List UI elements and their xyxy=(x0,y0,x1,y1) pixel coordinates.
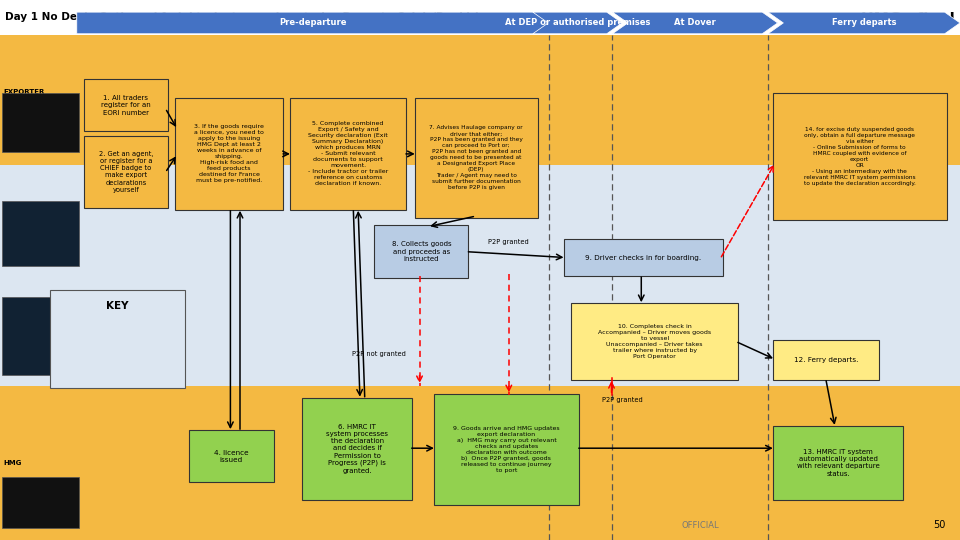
Text: HMG: HMG xyxy=(3,460,21,466)
FancyBboxPatch shape xyxy=(2,201,79,266)
FancyBboxPatch shape xyxy=(0,284,960,386)
Text: 1. All traders
register for an
EORI number: 1. All traders register for an EORI numb… xyxy=(101,95,151,116)
FancyBboxPatch shape xyxy=(0,386,960,540)
FancyBboxPatch shape xyxy=(0,0,960,35)
Text: HMG vfinal: HMG vfinal xyxy=(861,12,955,27)
Text: 10. Completes check in
Accompanied – Driver moves goods
to vessel
Unaccompanied : 10. Completes check in Accompanied – Dri… xyxy=(598,324,711,359)
Polygon shape xyxy=(533,12,622,33)
FancyBboxPatch shape xyxy=(434,394,579,505)
Text: Ferry departs: Ferry departs xyxy=(831,18,897,28)
FancyBboxPatch shape xyxy=(773,340,879,380)
FancyBboxPatch shape xyxy=(84,79,168,131)
FancyBboxPatch shape xyxy=(84,136,168,208)
Text: P2P granted: P2P granted xyxy=(602,397,642,403)
Text: EXPORTER
/APPOINTED
REPRESENTATIV: EXPORTER /APPOINTED REPRESENTATIV xyxy=(3,90,66,110)
Text: OFFICIAL: OFFICIAL xyxy=(682,521,720,530)
Text: HAULAGE
COMPANY: HAULAGE COMPANY xyxy=(3,217,41,231)
Text: 4. licence
issued: 4. licence issued xyxy=(214,450,249,463)
FancyBboxPatch shape xyxy=(0,35,960,165)
Polygon shape xyxy=(768,12,960,33)
Text: KEY: KEY xyxy=(107,301,129,312)
Text: 8. Collects goods
and proceeds as
instructed: 8. Collects goods and proceeds as instru… xyxy=(392,241,451,262)
Polygon shape xyxy=(612,12,778,33)
Polygon shape xyxy=(77,12,549,33)
Text: Pre-departure: Pre-departure xyxy=(279,18,347,28)
Text: Day 1 No Deal - Outbound freight – Juxtaposed controls - Dover to Calais/Dunkirk: Day 1 No Deal - Outbound freight – Juxta… xyxy=(5,12,482,22)
Text: 5. Complete combined
Export / Safety and
Security declaration (Exit
Summary Decl: 5. Complete combined Export / Safety and… xyxy=(308,122,388,186)
Text: PORT / FERRY
OPERATOR: PORT / FERRY OPERATOR xyxy=(3,328,57,342)
FancyBboxPatch shape xyxy=(2,297,79,375)
FancyBboxPatch shape xyxy=(773,426,903,500)
FancyBboxPatch shape xyxy=(374,225,468,278)
Text: 13. HMRC IT system
automatically updated
with relevant departure
status.: 13. HMRC IT system automatically updated… xyxy=(797,449,879,477)
Text: 14. for excise duty suspended goods
only, obtain a full departure message
via ei: 14. for excise duty suspended goods only… xyxy=(804,127,916,186)
Text: 9. Driver checks in for boarding.: 9. Driver checks in for boarding. xyxy=(586,254,701,261)
Text: Additional
Steps
(if required): Additional Steps (if required) xyxy=(106,350,152,381)
Text: 50: 50 xyxy=(933,520,946,530)
FancyBboxPatch shape xyxy=(175,98,283,210)
FancyBboxPatch shape xyxy=(2,477,79,528)
Text: P2P granted: P2P granted xyxy=(489,239,529,245)
Text: 12. Ferry departs.: 12. Ferry departs. xyxy=(794,356,858,363)
FancyBboxPatch shape xyxy=(189,430,274,482)
FancyBboxPatch shape xyxy=(302,398,412,500)
FancyBboxPatch shape xyxy=(773,93,947,220)
FancyBboxPatch shape xyxy=(0,165,960,284)
Text: P2P not granted: P2P not granted xyxy=(352,352,406,357)
Text: 9. Goods arrive and HMG updates
export declaration
a)  HMG may carry out relevan: 9. Goods arrive and HMG updates export d… xyxy=(453,426,560,473)
FancyBboxPatch shape xyxy=(415,98,538,218)
Text: At Dover: At Dover xyxy=(674,18,716,28)
FancyBboxPatch shape xyxy=(50,290,185,388)
Text: Expected
Path: Expected Path xyxy=(106,324,141,344)
Text: 2. Get an agent,
or register for a
CHIEF badge to
make export
declarations
yours: 2. Get an agent, or register for a CHIEF… xyxy=(99,151,153,193)
Text: 6. HMRC IT
system processes
the declaration
and decides if
Permission to
Progres: 6. HMRC IT system processes the declarat… xyxy=(326,424,388,474)
FancyBboxPatch shape xyxy=(564,239,723,276)
FancyBboxPatch shape xyxy=(290,98,406,210)
Text: At DEP or authorised premises: At DEP or authorised premises xyxy=(505,18,650,28)
Text: 3. If the goods require
a licence, you need to
apply to the issuing
HMG Dept at : 3. If the goods require a licence, you n… xyxy=(194,124,264,184)
FancyBboxPatch shape xyxy=(2,93,79,152)
FancyBboxPatch shape xyxy=(571,303,738,380)
Text: 7. Advises Haulage company or
driver that either;
P2P has been granted and they
: 7. Advises Haulage company or driver tha… xyxy=(429,125,523,191)
